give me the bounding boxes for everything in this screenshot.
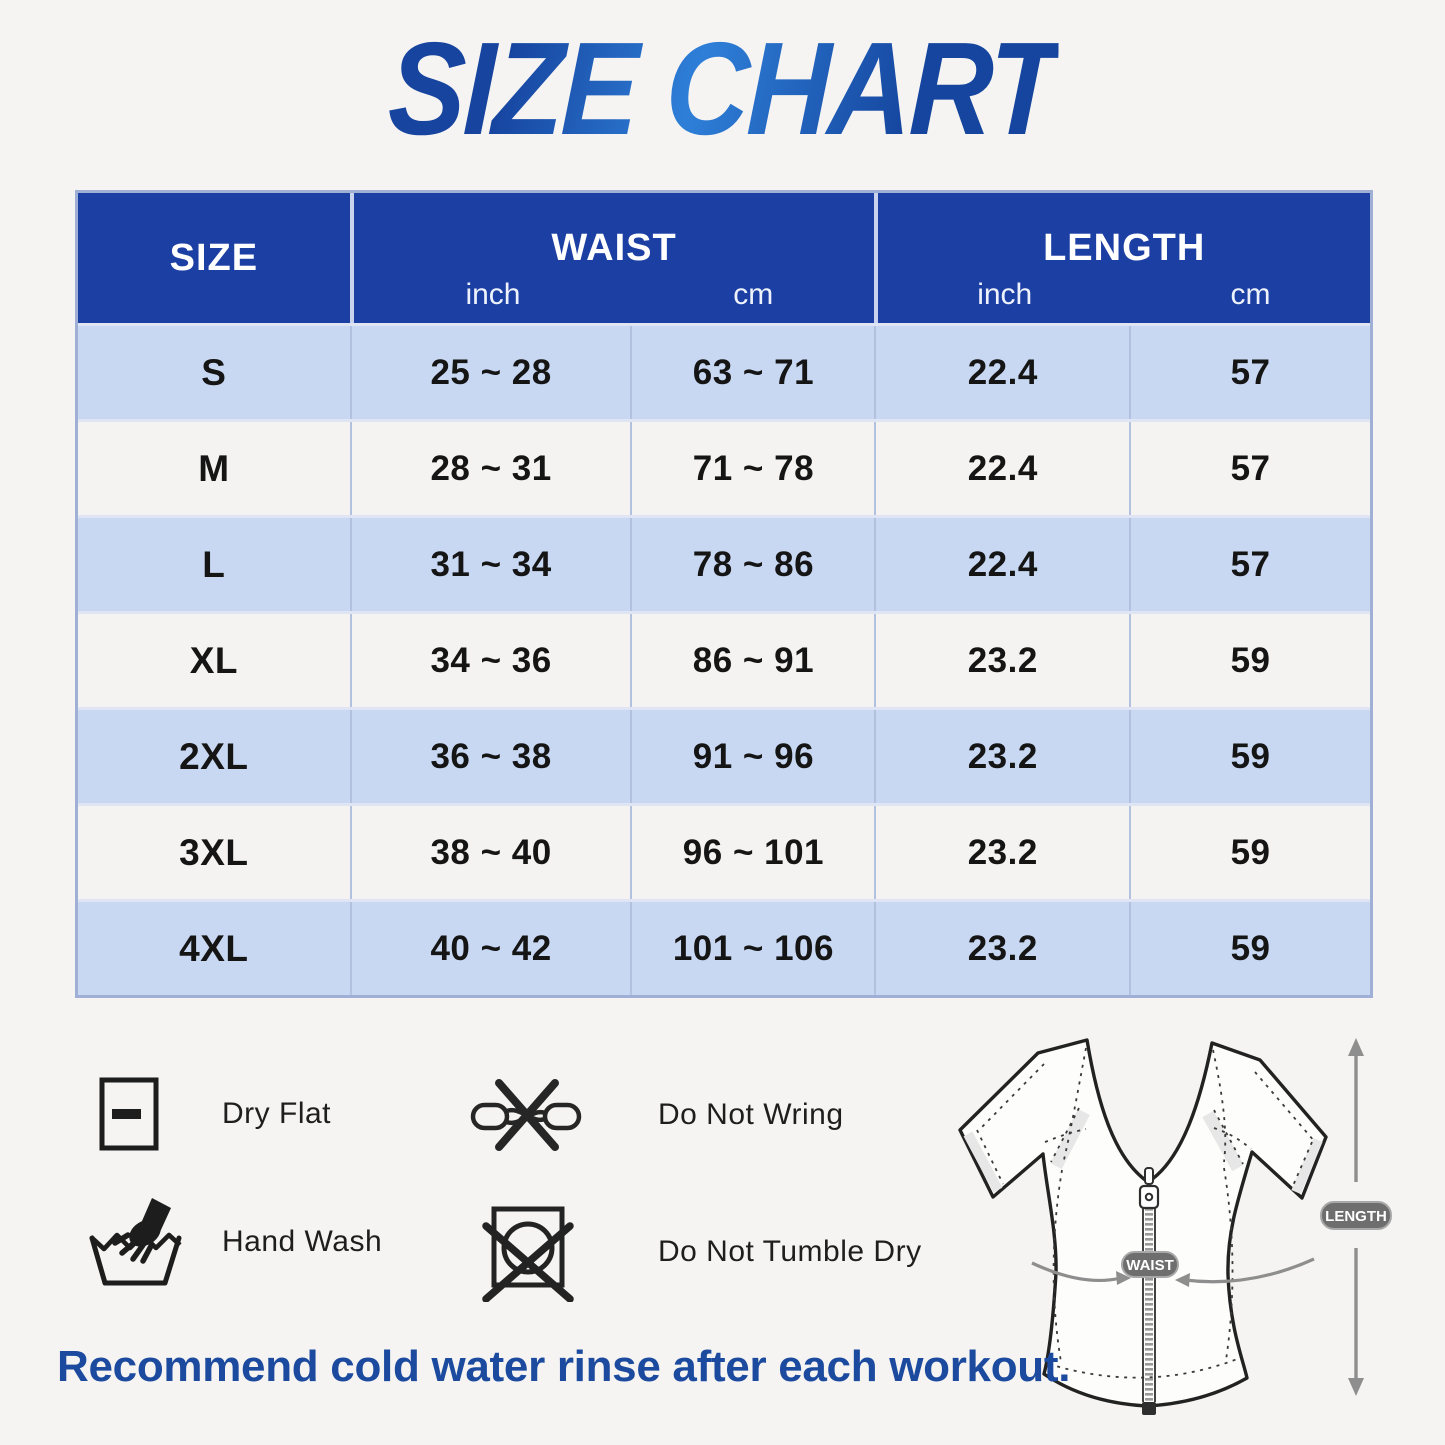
- waist-units-row: inch cm: [354, 267, 875, 323]
- cell-length-inch: 23.2: [874, 614, 1129, 707]
- do-not-wring-icon: [470, 1079, 582, 1151]
- cell-waist-inch: 36 ~ 38: [349, 710, 631, 803]
- cell-waist-inch: 34 ~ 36: [349, 614, 631, 707]
- care-label: Do Not Wring: [658, 1098, 844, 1131]
- waist-cm-unit: cm: [733, 278, 774, 311]
- care-label: Do Not Tumble Dry: [658, 1235, 922, 1268]
- cell-length-inch: 23.2: [874, 902, 1129, 995]
- waist-badge: WAIST: [1121, 1251, 1179, 1278]
- cell-size: 2XL: [179, 735, 249, 777]
- table-row: 2XL 36 ~ 38 91 ~ 96 23.2 59: [78, 707, 1370, 803]
- cell-waist-cm: 78 ~ 86: [630, 518, 874, 611]
- care-item-do-not-tumble-dry: Do Not Tumble Dry: [480, 1202, 922, 1302]
- cell-size: 4XL: [179, 927, 249, 969]
- length-cm-unit: cm: [1230, 278, 1271, 311]
- care-label: Dry Flat: [222, 1097, 331, 1130]
- header-length-label: LENGTH: [1043, 227, 1206, 269]
- header-length-group: LENGTH inch cm: [874, 193, 1370, 323]
- hand-wash-icon: [89, 1198, 182, 1286]
- footer-note: Recommend cold water rinse after each wo…: [57, 1342, 1071, 1391]
- cell-size: S: [201, 351, 227, 393]
- cell-waist-inch: 38 ~ 40: [349, 806, 631, 899]
- length-badge: LENGTH: [1320, 1201, 1392, 1230]
- cell-size: 3XL: [179, 831, 249, 873]
- table-header: SIZE WAIST inch cm LENGTH inch cm: [78, 193, 1370, 323]
- length-inch-unit: inch: [977, 278, 1033, 311]
- do-not-tumble-dry-icon: [482, 1206, 574, 1302]
- header-size-label: SIZE: [169, 236, 259, 279]
- cell-length-cm: 57: [1129, 326, 1370, 419]
- cell-waist-inch: 28 ~ 31: [349, 422, 631, 515]
- table-row: 3XL 38 ~ 40 96 ~ 101 23.2 59: [78, 803, 1370, 899]
- cell-length-cm: 59: [1129, 806, 1370, 899]
- cell-waist-cm: 63 ~ 71: [630, 326, 874, 419]
- cell-length-inch: 22.4: [874, 518, 1129, 611]
- table-row: XL 34 ~ 36 86 ~ 91 23.2 59: [78, 611, 1370, 707]
- cell-length-inch: 23.2: [874, 806, 1129, 899]
- cell-waist-cm: 71 ~ 78: [630, 422, 874, 515]
- length-badge-label: LENGTH: [1325, 1208, 1387, 1225]
- vest-shading: [963, 1109, 1323, 1194]
- vest-seam-lines: [976, 1047, 1316, 1379]
- cell-length-cm: 59: [1129, 902, 1370, 995]
- size-table: SIZE WAIST inch cm LENGTH inch cm S 25 ~…: [75, 190, 1373, 998]
- cell-length-cm: 57: [1129, 422, 1370, 515]
- care-item-do-not-wring: Do Not Wring: [470, 1078, 844, 1152]
- cell-waist-cm: 86 ~ 91: [630, 614, 874, 707]
- cell-length-inch: 23.2: [874, 710, 1129, 803]
- table-row: L 31 ~ 34 78 ~ 86 22.4 57: [78, 515, 1370, 611]
- cell-length-cm: 57: [1129, 518, 1370, 611]
- cell-waist-inch: 40 ~ 42: [349, 902, 631, 995]
- length-units-row: inch cm: [878, 267, 1370, 323]
- cell-waist-cm: 96 ~ 101: [630, 806, 874, 899]
- zipper: [1138, 1167, 1160, 1415]
- cell-size: XL: [189, 639, 238, 681]
- dry-flat-icon: [99, 1077, 159, 1151]
- cell-length-inch: 22.4: [874, 422, 1129, 515]
- cell-size: L: [202, 543, 226, 585]
- cell-length-cm: 59: [1129, 614, 1370, 707]
- cell-waist-cm: 101 ~ 106: [630, 902, 874, 995]
- cell-size: M: [198, 447, 230, 489]
- page-title: SIZE CHART: [386, 14, 1059, 162]
- table-row: 4XL 40 ~ 42 101 ~ 106 23.2 59: [78, 899, 1370, 995]
- garment-diagram: WAIST LENGTH: [958, 1038, 1392, 1415]
- header-waist-label: WAIST: [551, 227, 677, 269]
- waist-inch-unit: inch: [465, 278, 521, 311]
- cell-waist-cm: 91 ~ 96: [630, 710, 874, 803]
- waist-badge-label: WAIST: [1126, 1257, 1174, 1274]
- title-container: SIZE CHART: [0, 15, 1445, 162]
- cell-length-cm: 59: [1129, 710, 1370, 803]
- cell-waist-inch: 25 ~ 28: [349, 326, 631, 419]
- table-row: M 28 ~ 31 71 ~ 78 22.4 57: [78, 419, 1370, 515]
- care-item-hand-wash: Hand Wash: [88, 1196, 382, 1288]
- care-item-dry-flat: Dry Flat: [98, 1076, 331, 1152]
- length-arrow: [1348, 1038, 1364, 1396]
- care-label: Hand Wash: [222, 1225, 383, 1258]
- cell-waist-inch: 31 ~ 34: [349, 518, 631, 611]
- table-row: S 25 ~ 28 63 ~ 71 22.4 57: [78, 323, 1370, 419]
- cell-length-inch: 22.4: [874, 326, 1129, 419]
- header-waist-group: WAIST inch cm: [349, 193, 875, 323]
- waist-arrows: [1031, 1257, 1315, 1287]
